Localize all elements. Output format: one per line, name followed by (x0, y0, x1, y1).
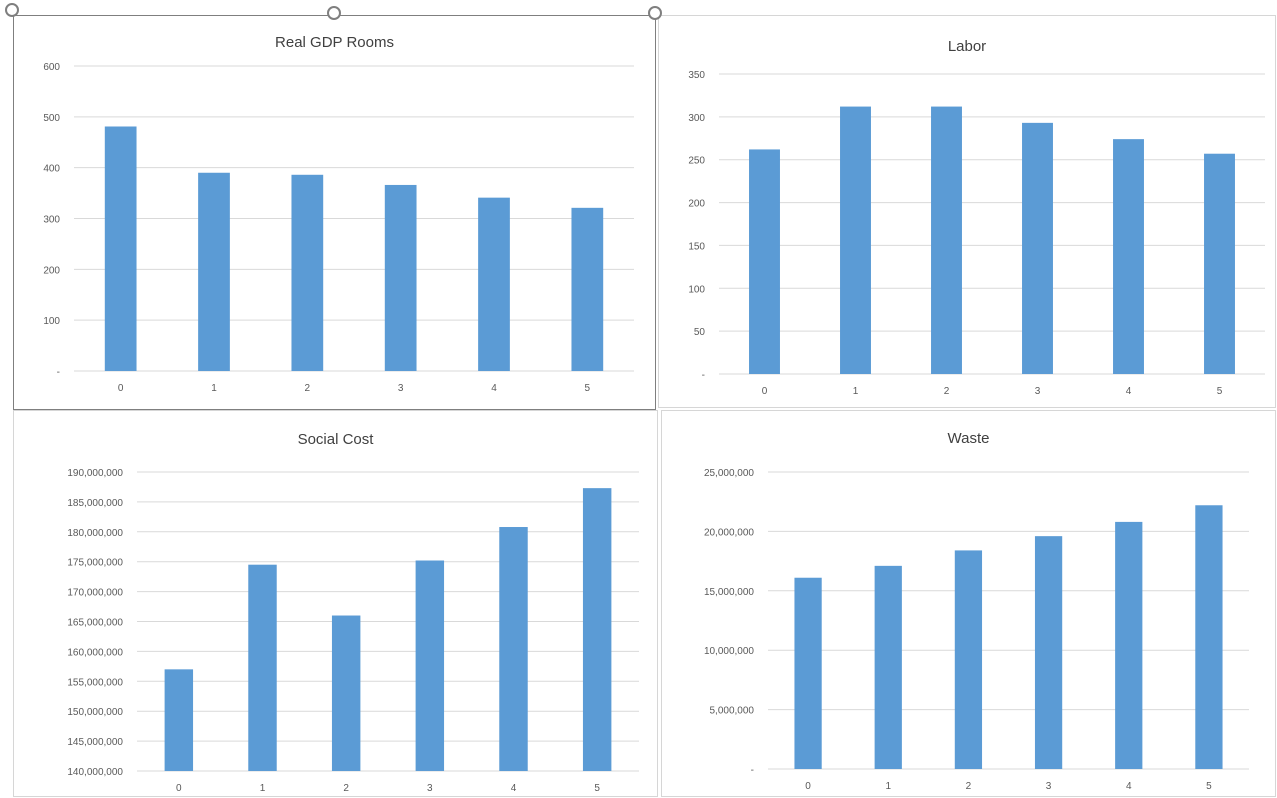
bar[interactable] (931, 106, 962, 375)
y-tick-label: 150,000,000 (67, 707, 123, 718)
x-tick-label: 4 (1126, 781, 1132, 792)
bar[interactable] (571, 207, 604, 371)
chart-waste[interactable]: Waste - 5,000,000 10,000,000 15,000,000 20,0… (661, 410, 1276, 797)
bar[interactable] (794, 577, 822, 769)
bar[interactable] (954, 550, 983, 769)
plot-area: - 5,000,000 10,000,000 15,000,000 20,000,000… (704, 468, 1249, 792)
y-tick-label: 145,000,000 (67, 737, 123, 748)
y-tick-label: 50 (694, 327, 706, 338)
x-tick-label: 3 (427, 783, 433, 794)
y-tick-label: 200 (43, 265, 60, 276)
resize-handle-top-middle[interactable] (327, 6, 341, 20)
y-tick-label: - (57, 367, 60, 378)
x-tick-label: 0 (118, 383, 124, 394)
y-tick-label: 250 (688, 156, 705, 167)
y-tick-label: 20,000,000 (704, 527, 754, 538)
bar[interactable] (1034, 536, 1063, 769)
y-tick-label: 300 (688, 113, 705, 124)
bar[interactable] (1113, 139, 1144, 374)
bar[interactable] (749, 149, 780, 374)
y-tick-label: - (751, 765, 754, 776)
y-tick-label: 600 (43, 62, 60, 73)
y-tick-label: 160,000,000 (67, 647, 123, 658)
x-tick-label: 0 (805, 781, 811, 792)
y-tick-label: 190,000,000 (67, 468, 123, 479)
x-tick-label: 4 (491, 383, 497, 394)
chart-title: Labor (947, 38, 987, 55)
x-tick-label: 5 (594, 783, 600, 794)
bar[interactable] (248, 564, 277, 771)
bar[interactable] (331, 615, 361, 771)
y-tick-label: 200 (688, 199, 705, 210)
y-tick-label: 350 (688, 70, 705, 81)
x-tick-label: 5 (1206, 781, 1212, 792)
chart-title: Real GDP Rooms (275, 34, 394, 51)
x-tick-label: 0 (176, 783, 182, 794)
x-tick-label: 1 (211, 383, 217, 394)
y-tick-label: 165,000,000 (67, 618, 123, 629)
bar[interactable] (499, 527, 528, 771)
bar[interactable] (104, 126, 137, 371)
y-tick-label: 500 (43, 113, 60, 124)
bar[interactable] (415, 560, 445, 771)
x-tick-label: 3 (1046, 781, 1052, 792)
y-tick-label: 25,000,000 (704, 468, 754, 479)
x-tick-label: 4 (511, 783, 517, 794)
x-tick-label: 3 (1035, 386, 1041, 397)
x-tick-label: 0 (762, 386, 768, 397)
x-tick-label: 1 (885, 781, 891, 792)
y-tick-label: 5,000,000 (710, 706, 755, 717)
bar[interactable] (164, 669, 194, 771)
plot-area: - 50 100 150 200 250 300 350 0 1 2 3 4 5 (688, 70, 1265, 397)
y-tick-label: 155,000,000 (67, 677, 123, 688)
x-tick-label: 3 (398, 383, 404, 394)
plot-area: - 100 200 300 400 500 600 0 1 2 3 4 5 (43, 62, 634, 394)
bar[interactable] (1195, 505, 1223, 769)
bar[interactable] (1115, 521, 1143, 769)
bar[interactable] (1022, 122, 1053, 374)
y-tick-label: 100 (688, 284, 705, 295)
x-tick-label: 2 (966, 781, 972, 792)
bar[interactable] (874, 565, 902, 769)
bar[interactable] (840, 106, 871, 375)
x-tick-label: 4 (1126, 386, 1132, 397)
y-tick-label: 10,000,000 (704, 646, 754, 657)
bar[interactable] (582, 488, 612, 771)
x-tick-label: 2 (343, 783, 349, 794)
chart-labor[interactable]: Labor - 50 100 150 200 250 300 350 0 1 2 3 4 5 (658, 15, 1276, 408)
y-tick-label: 400 (43, 164, 60, 175)
bar[interactable] (1204, 153, 1235, 374)
y-tick-label: 140,000,000 (67, 767, 123, 778)
bar[interactable] (198, 172, 230, 371)
chart-title: Waste (947, 430, 990, 447)
bar[interactable] (291, 174, 324, 371)
x-tick-label: 2 (944, 386, 950, 397)
y-tick-label: 175,000,000 (67, 558, 123, 569)
y-tick-label: 150 (688, 241, 705, 252)
chart-social-cost[interactable]: Social Cost 140,000,000 145,000,000 150,00… (13, 410, 658, 797)
x-tick-label: 2 (305, 383, 311, 394)
resize-handle-top-left[interactable] (5, 3, 19, 17)
bar[interactable] (478, 197, 510, 371)
y-tick-label: 300 (43, 215, 60, 226)
y-tick-label: 170,000,000 (67, 588, 123, 599)
chart-title: Social Cost (297, 431, 374, 448)
y-tick-label: 15,000,000 (704, 587, 754, 598)
y-tick-label: 100 (43, 316, 60, 327)
y-tick-label: 185,000,000 (67, 498, 123, 509)
y-tick-label: 180,000,000 (67, 528, 123, 539)
y-tick-label: - (702, 370, 705, 381)
bar[interactable] (384, 184, 417, 371)
plot-area: 140,000,000 145,000,000 150,000,000 155,000… (67, 468, 639, 794)
chart-real-gdp-rooms[interactable]: Real GDP Rooms - 100 200 300 400 500 600 0 1 2 3 4 5 (13, 15, 656, 410)
resize-handle-top-right[interactable] (648, 6, 662, 20)
x-tick-label: 1 (853, 386, 859, 397)
x-tick-label: 1 (260, 783, 266, 794)
x-tick-label: 5 (585, 383, 591, 394)
x-tick-label: 5 (1217, 386, 1223, 397)
